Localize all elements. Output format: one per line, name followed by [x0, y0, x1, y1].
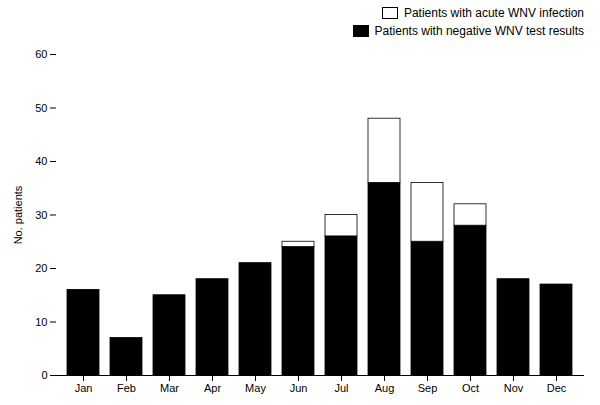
svg-text:Oct: Oct — [462, 382, 479, 394]
html-text:Patients with acute WNV infect: Patients with acute WNV infection — [403, 6, 584, 20]
svg-text:Mar: Mar — [160, 382, 179, 394]
svg-text:No. patients: No. patients — [12, 185, 24, 244]
svg-text:60: 60 — [35, 48, 47, 60]
svg-text:Dec: Dec — [547, 382, 567, 394]
svg-text:40: 40 — [35, 155, 47, 167]
svg-text:Jul: Jul — [334, 382, 348, 394]
svg-text:20: 20 — [35, 262, 47, 274]
svg-text:10: 10 — [35, 316, 47, 328]
svg-text:0: 0 — [41, 369, 47, 381]
svg-text:Jan: Jan — [75, 382, 93, 394]
svg-text:Feb: Feb — [117, 382, 136, 394]
html-text:Patients with negative WNV tes: Patients with negative WNV test results — [374, 24, 584, 38]
svg-text:Jun: Jun — [290, 382, 308, 394]
svg-text:50: 50 — [35, 102, 47, 114]
svg-text:Aug: Aug — [375, 382, 395, 394]
svg-text:May: May — [245, 382, 266, 394]
svg-text:Sep: Sep — [418, 382, 438, 394]
svg-text:30: 30 — [35, 209, 47, 221]
svg-text:Nov: Nov — [504, 382, 524, 394]
svg-text:Apr: Apr — [204, 382, 221, 394]
